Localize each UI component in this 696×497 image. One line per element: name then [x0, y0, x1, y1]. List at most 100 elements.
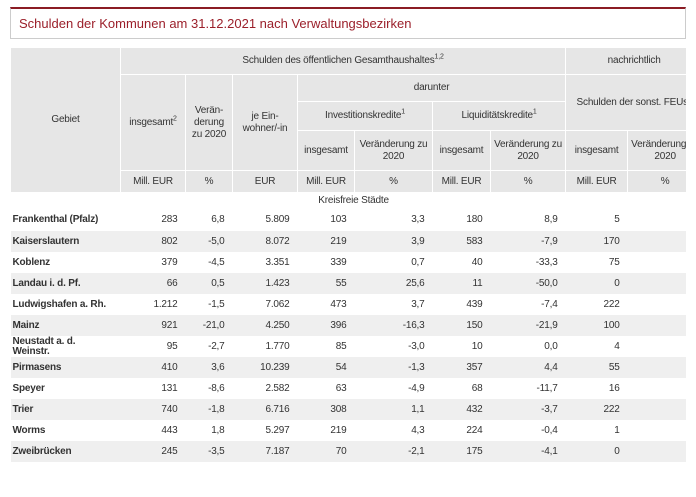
- value-cell: 16: [608, 382, 620, 394]
- value-cell: 40: [471, 256, 483, 268]
- value-cell: -3,7: [490, 399, 566, 420]
- value-cell: -4,9: [408, 382, 425, 394]
- value-cell: 3,9: [354, 231, 433, 252]
- value-cell: 8.072: [232, 231, 298, 252]
- header-cell: Veränderung zu 2020: [489, 130, 567, 171]
- value-cell: [627, 231, 686, 252]
- data-row: Worms 443 1,8 5.297 219 4,3 224 -0,4 1 -1: [11, 420, 687, 441]
- value-cell: 3.351: [265, 256, 290, 268]
- value-cell: 1.770: [265, 340, 290, 352]
- footnote: 1: [532, 108, 537, 116]
- value-cell: 245: [120, 441, 186, 462]
- value-cell: -7,9: [490, 231, 566, 252]
- header-text: Investitionskredite: [325, 110, 402, 121]
- value-cell: 100: [565, 315, 628, 336]
- value-cell: 25,6: [354, 273, 433, 294]
- row-name: Landau i. d. Pf.: [10, 273, 121, 294]
- value-cell: 308: [297, 399, 355, 420]
- value-cell: -1: [628, 420, 686, 441]
- data-row: Kaiserslautern 802 -5,0 8.072 219 3,9 583 -7,9 1…: [10, 231, 686, 252]
- value-cell: -3: [627, 273, 686, 294]
- value-cell: -: [627, 315, 686, 336]
- value-cell: -8,6: [208, 382, 225, 394]
- value-cell: 222: [603, 298, 620, 310]
- unit-cell: %: [354, 170, 433, 193]
- value-cell: 921: [120, 315, 186, 336]
- value-cell: 473: [330, 298, 347, 310]
- value-cell: 4.250: [232, 315, 298, 336]
- value-cell: -1,3: [354, 357, 433, 378]
- value-cell: -1: [628, 336, 686, 357]
- value-cell: -: [628, 209, 686, 231]
- value-cell: 379: [161, 256, 178, 268]
- data-row: Trier 740 -1,8 6.716 308 1,1 432 -3,7 222: [10, 399, 686, 420]
- value-cell: 55: [297, 273, 355, 294]
- value-cell: 3,6: [185, 357, 233, 378]
- value-cell: -: [628, 378, 686, 399]
- unit-cell: %: [489, 170, 567, 193]
- unit-cell: Mill. EUR: [297, 170, 355, 193]
- value-cell: 6,8: [211, 214, 225, 225]
- data-row: Koblenz 379 -4,5 3.351 339 0,7 40 -33,3 75 -1: [11, 252, 687, 273]
- value-cell: 10.239: [232, 357, 298, 378]
- value-cell: 3,3: [411, 214, 425, 225]
- section-label: Kreisfreie Städte: [10, 192, 686, 209]
- value-cell: 439: [466, 298, 483, 310]
- value-cell: 68: [471, 382, 483, 394]
- value-cell: 4,3: [411, 424, 425, 436]
- footnote: 1,2: [434, 53, 444, 61]
- value-cell: 283: [161, 214, 178, 225]
- header-cell: Liquiditätskredite1: [431, 101, 567, 131]
- value-cell: 180: [466, 214, 483, 225]
- row-name: Worms: [12, 424, 46, 436]
- value-cell: 1,1: [354, 399, 433, 420]
- row-name: Ludwigshafen a. Rh.: [12, 298, 107, 310]
- header-cell: insgesamt: [297, 130, 355, 171]
- value-cell: -4,1: [490, 441, 566, 462]
- header-cell: Gebiet: [10, 47, 121, 193]
- section-row: Kreisfreie Städte: [10, 192, 686, 209]
- header-cell: insgesamt: [565, 130, 629, 171]
- value-cell: 443: [161, 424, 178, 436]
- value-cell: 432: [432, 399, 491, 420]
- value-cell: -1,8: [185, 399, 233, 420]
- value-cell: -21,0: [185, 315, 233, 336]
- header-cell: darunter: [296, 74, 567, 102]
- header-cell: Schulden der sonst. FEUs1: [565, 74, 686, 131]
- value-cell: 0: [565, 441, 628, 462]
- value-cell: 11: [432, 273, 491, 294]
- data-row: Zweibrücken 245 -3,5 7.187 70 -2,1 175 -4,1 0: [10, 441, 686, 462]
- value-cell: -0,4: [541, 424, 558, 436]
- value-cell: 0: [565, 273, 628, 294]
- value-cell: -2,1: [354, 441, 433, 462]
- data-row: Frankenthal (Pfalz) 283 6,8 5.809 103 3,3 180 8…: [11, 209, 687, 231]
- header-text: Schulden der sonst. FEUs: [576, 96, 686, 108]
- value-cell: -7,4: [541, 298, 558, 310]
- value-cell: 802: [120, 231, 186, 252]
- title: Schulden der Kommunen am 31.12.2021 nach…: [19, 16, 412, 31]
- row-name: Speyer: [12, 382, 45, 394]
- value-cell: 0,7: [411, 256, 425, 268]
- value-cell: 1.423: [232, 273, 298, 294]
- value-cell: 75: [608, 256, 620, 268]
- row-name: Frankenthal (Pfalz): [12, 214, 99, 225]
- data-row: Ludwigshafen a. Rh. 1.212 -1,5 7.062 473 3,7 4…: [11, 294, 687, 315]
- value-cell: -4,5: [208, 256, 225, 268]
- row-name: Neustadt a. d. Weinstr.: [12, 335, 76, 357]
- header-text: Liquiditätskredite: [461, 110, 533, 121]
- value-cell: 5: [614, 214, 620, 225]
- footnote: 1: [401, 108, 405, 116]
- value-cell: 8,9: [544, 214, 558, 225]
- value-cell: 131: [161, 382, 178, 394]
- row-name: Pirmasens: [10, 357, 121, 378]
- unit-cell: %: [185, 170, 233, 193]
- value-cell: 54: [297, 357, 355, 378]
- data-row: Neustadt a. d. Weinstr. 95 -2,7 1.770 85 -3,0…: [11, 336, 687, 357]
- value-cell: -33,3: [535, 256, 558, 268]
- header-cell: insgesamt: [432, 130, 491, 171]
- value-cell: 70: [297, 441, 355, 462]
- value-cell: 7.062: [265, 298, 290, 310]
- value-cell: 170: [565, 231, 628, 252]
- value-cell: 85: [335, 340, 347, 352]
